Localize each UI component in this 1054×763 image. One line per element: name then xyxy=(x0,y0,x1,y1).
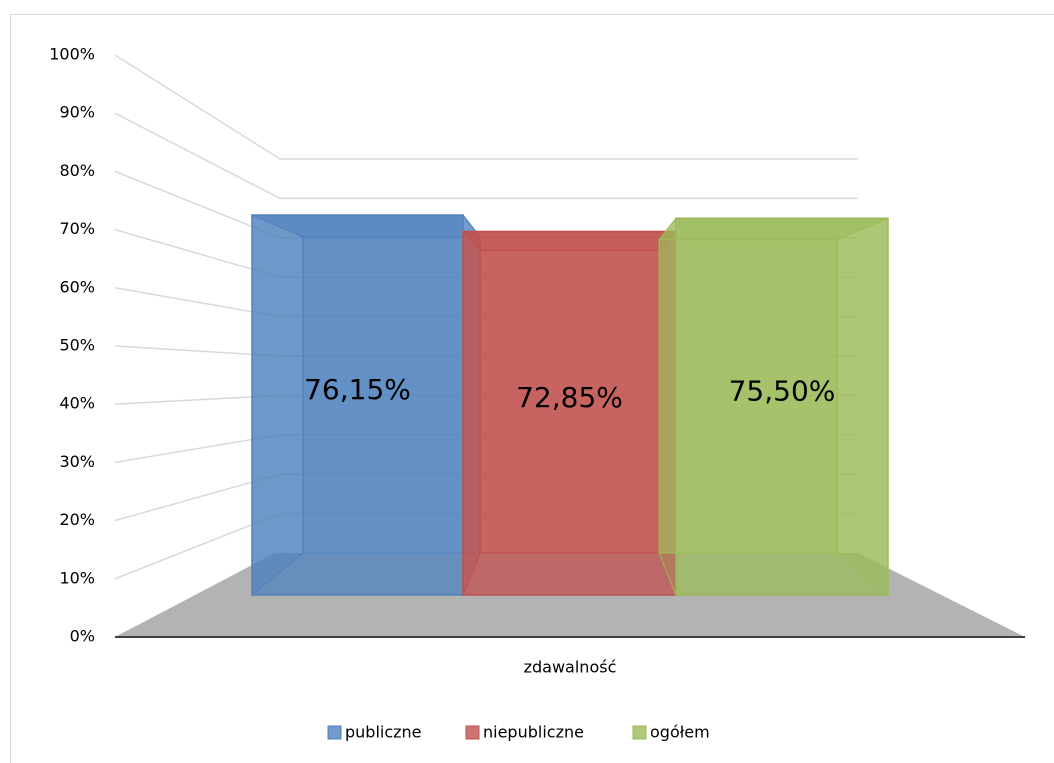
y-tick-label: 80% xyxy=(59,161,95,180)
legend-swatch xyxy=(465,725,480,740)
bar xyxy=(462,230,677,596)
y-tick-label: 0% xyxy=(70,627,95,646)
y-tick-label: 40% xyxy=(59,394,95,413)
legend-label: publiczne xyxy=(345,723,422,742)
x-tick-label: zdawalność xyxy=(524,658,617,677)
grid-line xyxy=(114,54,858,160)
legend-label: niepubliczne xyxy=(483,723,584,742)
legend-label: ogółem xyxy=(650,723,710,742)
y-tick-label: 100% xyxy=(49,45,95,64)
y-tick-label: 30% xyxy=(59,452,95,471)
legend-swatch xyxy=(632,725,647,740)
data-label: 76,15% xyxy=(304,373,411,406)
bar xyxy=(675,217,889,596)
data-label: 72,85% xyxy=(516,381,623,414)
y-tick-label: 10% xyxy=(59,568,95,587)
bar-side xyxy=(658,216,677,596)
y-tick-label: 70% xyxy=(59,219,95,238)
y-tick-label: 50% xyxy=(59,336,95,355)
legend-swatch xyxy=(327,725,342,740)
y-tick-label: 60% xyxy=(59,277,95,296)
grid-line xyxy=(114,112,858,200)
y-tick-label: 90% xyxy=(59,103,95,122)
bar xyxy=(251,214,464,596)
y-tick-label: 20% xyxy=(59,510,95,529)
data-label: 75,50% xyxy=(729,375,836,408)
